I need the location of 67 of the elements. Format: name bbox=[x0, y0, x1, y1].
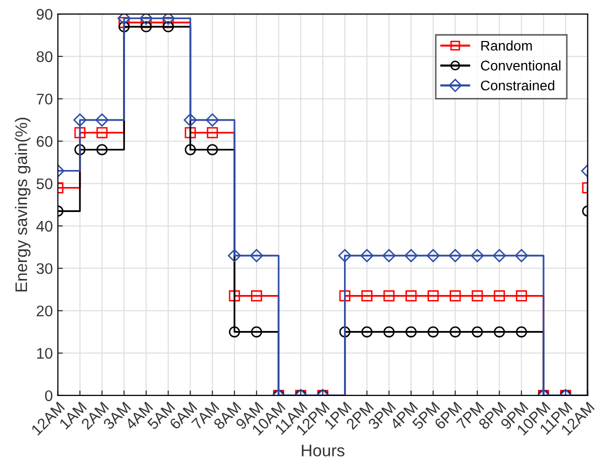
legend-label: Random bbox=[481, 40, 532, 51]
point bbox=[140, 21, 152, 32]
point bbox=[162, 14, 175, 25]
y-axis-title: Energy savings gain(%) bbox=[14, 118, 30, 292]
point bbox=[514, 249, 528, 262]
point bbox=[74, 127, 86, 138]
point bbox=[361, 290, 372, 302]
y-tick-label: 90 bbox=[36, 8, 52, 20]
point bbox=[184, 144, 196, 156]
y-tick-label: 80 bbox=[36, 51, 52, 62]
point bbox=[206, 113, 219, 127]
point bbox=[516, 326, 528, 338]
point bbox=[470, 249, 484, 262]
point bbox=[339, 290, 350, 302]
point bbox=[382, 249, 396, 262]
point bbox=[250, 326, 262, 338]
y-tick-label: 70 bbox=[36, 94, 52, 104]
point bbox=[73, 113, 87, 127]
point bbox=[184, 113, 197, 127]
point bbox=[250, 249, 264, 262]
x-axis-title: Hours bbox=[302, 444, 344, 456]
legend-label: Constrained bbox=[480, 80, 554, 90]
point bbox=[383, 290, 395, 302]
point bbox=[450, 290, 461, 302]
y-tick-label: 20 bbox=[36, 306, 52, 316]
point bbox=[360, 249, 374, 262]
point bbox=[162, 21, 174, 32]
point bbox=[140, 14, 153, 25]
y-tick-label: 10 bbox=[37, 348, 52, 359]
point bbox=[450, 326, 461, 338]
point bbox=[96, 144, 108, 156]
point bbox=[339, 326, 350, 338]
point bbox=[428, 290, 439, 302]
point bbox=[472, 290, 483, 302]
y-tick-label: 0 bbox=[45, 390, 52, 402]
point bbox=[228, 249, 242, 262]
point bbox=[118, 16, 130, 28]
point bbox=[118, 21, 130, 32]
point bbox=[494, 326, 505, 338]
point bbox=[406, 290, 417, 302]
point bbox=[383, 326, 395, 338]
point bbox=[406, 326, 417, 338]
y-tick-label: 50 bbox=[36, 178, 52, 190]
y-tick-label: 60 bbox=[36, 136, 52, 147]
point bbox=[492, 249, 506, 262]
point bbox=[494, 290, 505, 302]
point bbox=[117, 14, 131, 25]
point bbox=[206, 127, 218, 138]
point bbox=[472, 326, 483, 338]
point bbox=[95, 113, 109, 127]
point bbox=[184, 127, 196, 138]
point bbox=[428, 326, 439, 338]
point bbox=[516, 290, 528, 302]
point bbox=[404, 249, 418, 262]
point bbox=[96, 127, 108, 138]
y-tick-label: 40 bbox=[36, 220, 52, 232]
point bbox=[448, 249, 462, 262]
point bbox=[338, 249, 352, 262]
point bbox=[74, 144, 86, 156]
legend-label: Conventional bbox=[480, 60, 560, 71]
point bbox=[228, 290, 240, 302]
point bbox=[361, 326, 372, 338]
point bbox=[426, 249, 440, 262]
point bbox=[206, 144, 218, 156]
point bbox=[250, 290, 262, 302]
point bbox=[228, 326, 240, 338]
y-tick-label: 30 bbox=[36, 263, 52, 274]
